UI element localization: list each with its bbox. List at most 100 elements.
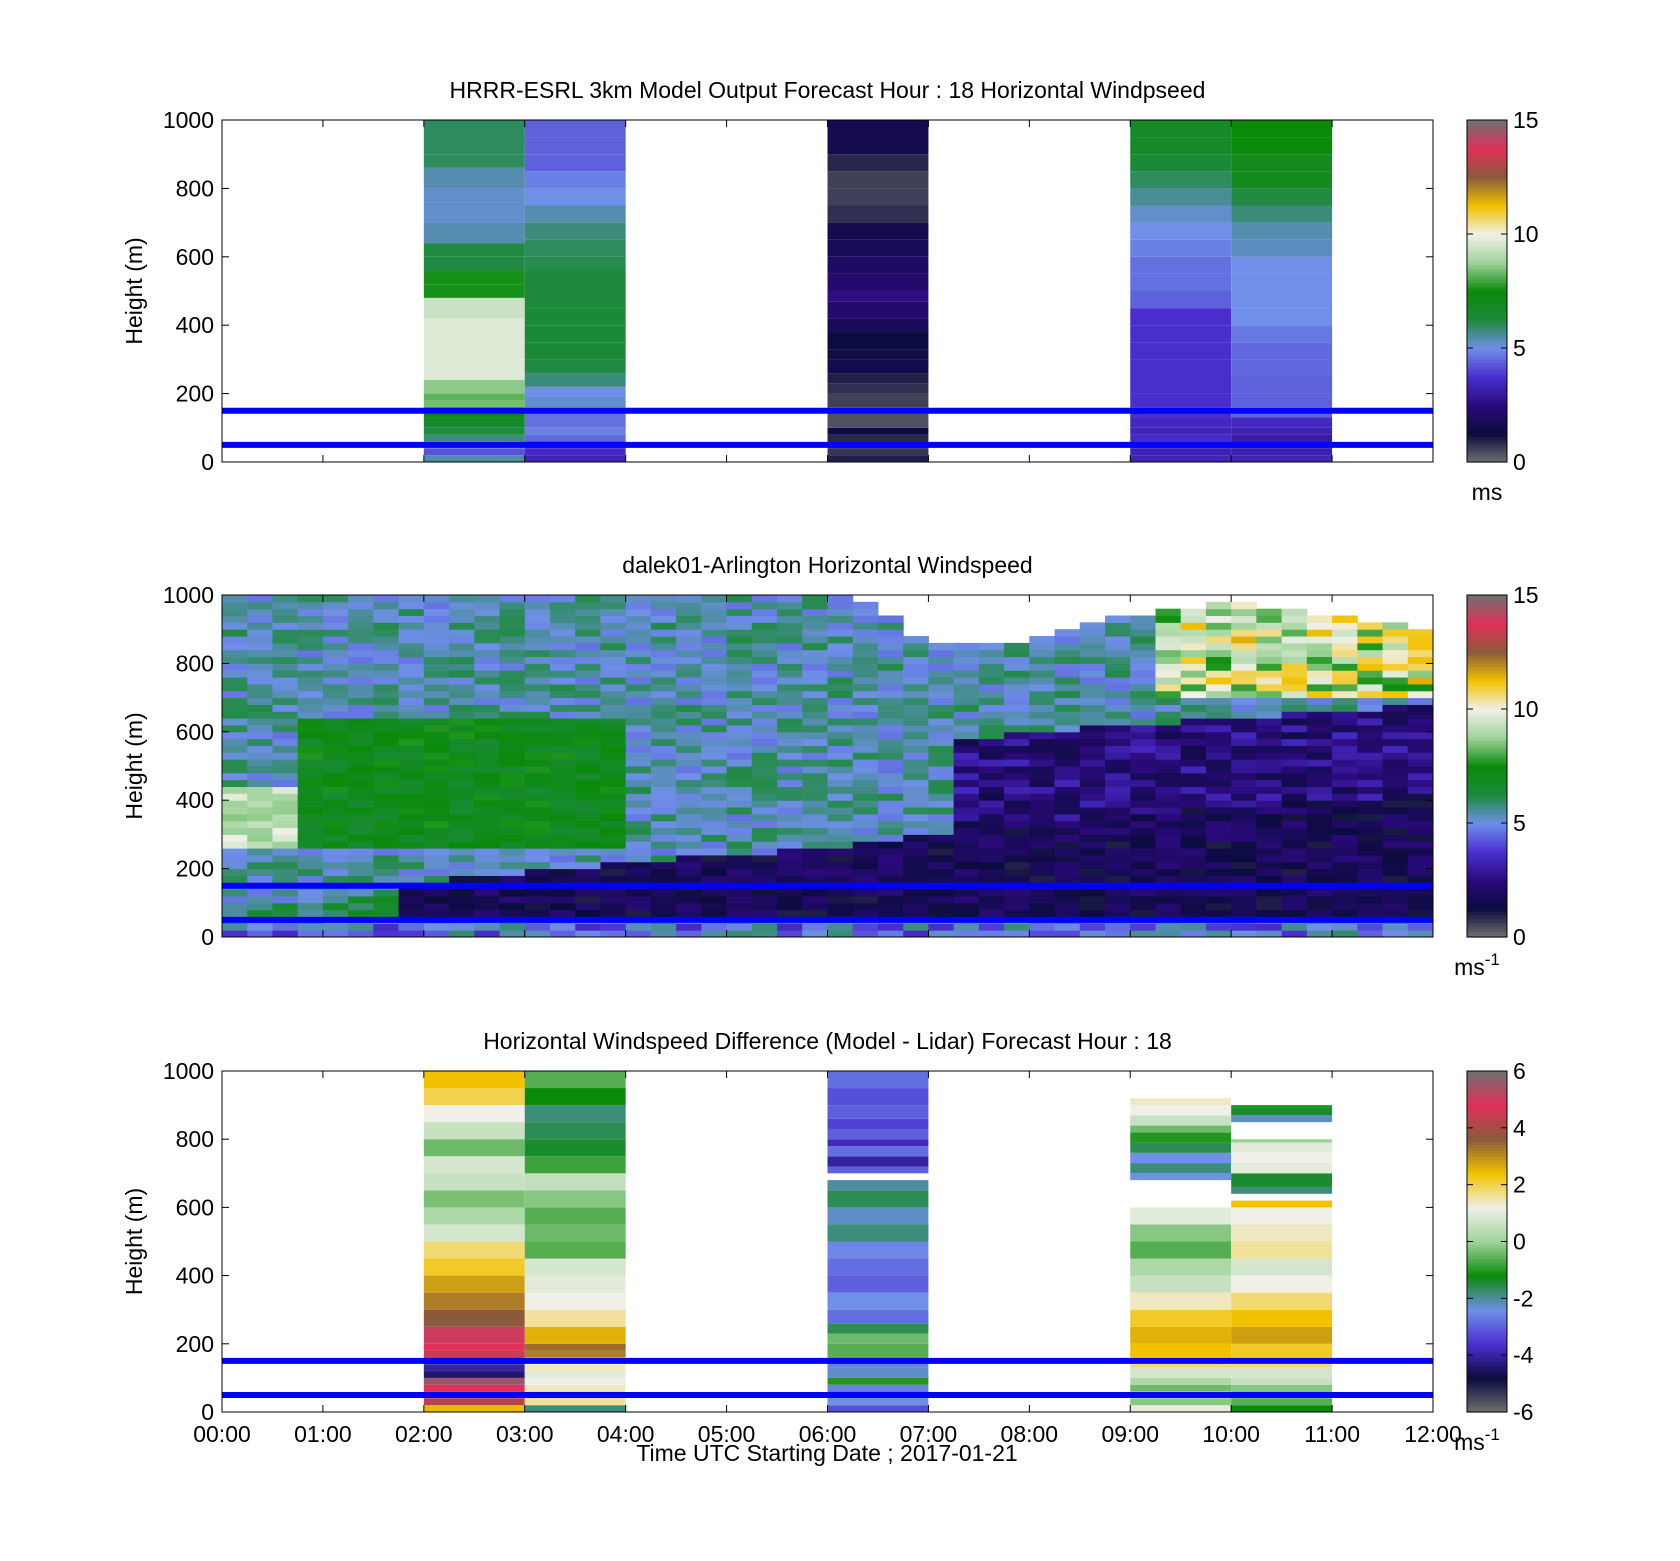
colorbar-segment xyxy=(1467,934,1507,938)
colorbar-segment xyxy=(1467,259,1507,264)
heatmap-cell xyxy=(247,861,273,870)
heatmap-cell xyxy=(751,677,778,685)
heatmap-cell xyxy=(348,663,374,671)
heatmap-cell xyxy=(322,697,349,705)
heatmap-cell xyxy=(928,786,955,794)
heatmap-cell xyxy=(676,656,702,664)
heatmap-cell xyxy=(827,427,929,435)
heatmap-cell xyxy=(1407,745,1434,753)
heatmap-cell xyxy=(852,642,879,651)
heatmap-cell xyxy=(524,188,626,206)
heatmap-cell xyxy=(524,841,551,849)
heatmap-cell xyxy=(777,738,803,746)
colorbar-segment xyxy=(1467,1323,1507,1328)
heatmap-cell xyxy=(978,656,1005,664)
heatmap-cell xyxy=(827,656,854,664)
heatmap-cell xyxy=(348,683,374,692)
heatmap-cell xyxy=(524,738,551,746)
heatmap-cell xyxy=(1306,841,1333,849)
heatmap-cell xyxy=(398,752,425,760)
heatmap-cell xyxy=(928,848,955,856)
heatmap-cell xyxy=(1054,875,1081,883)
heatmap-cell xyxy=(423,188,525,203)
colorbar-segment xyxy=(1467,1207,1507,1211)
colorbar-segment xyxy=(1467,1358,1507,1362)
heatmap-cell xyxy=(777,711,803,719)
colorbar-segment xyxy=(1467,447,1507,452)
heatmap-cell xyxy=(1332,889,1358,897)
heatmap-cell xyxy=(751,766,778,774)
heatmap-cell xyxy=(247,759,273,767)
heatmap-cell xyxy=(802,861,828,870)
heatmap-cell xyxy=(1054,731,1081,740)
heatmap-cell xyxy=(1256,622,1283,630)
heatmap-cell xyxy=(1231,820,1257,829)
heatmap-cell xyxy=(1079,649,1106,658)
heatmap-cell xyxy=(726,738,753,746)
heatmap-cell xyxy=(499,608,526,617)
x-tick-label: 05:00 xyxy=(698,1421,756,1447)
heatmap-cell xyxy=(802,786,828,794)
heatmap-cell xyxy=(398,595,425,603)
heatmap-cell xyxy=(1306,670,1333,678)
heatmap-cell xyxy=(852,854,879,863)
colorbar-segment xyxy=(1467,276,1507,281)
colorbar-segment xyxy=(1467,228,1507,232)
heatmap-cell xyxy=(524,1275,626,1293)
heatmap-cell xyxy=(1130,711,1156,719)
colorbar-segment xyxy=(1467,874,1507,878)
heatmap-cell xyxy=(1357,909,1384,917)
heatmap-cell xyxy=(247,923,273,931)
heatmap-cell xyxy=(322,766,349,774)
heatmap-cell xyxy=(423,417,525,428)
heatmap-cell xyxy=(524,239,626,257)
heatmap-cell xyxy=(1231,1343,1333,1358)
heatmap-cell xyxy=(499,895,526,904)
heatmap-cell xyxy=(877,779,904,788)
heatmap-cell xyxy=(549,752,576,760)
heatmap-cell xyxy=(1256,649,1283,658)
heatmap-cell xyxy=(1130,291,1232,309)
colorbar-segment xyxy=(1467,239,1507,244)
colorbar-segment xyxy=(1467,1409,1507,1413)
heatmap-cell xyxy=(751,683,778,692)
heatmap-cell xyxy=(827,1139,929,1147)
heatmap-cell xyxy=(398,854,425,863)
heatmap-cell xyxy=(499,704,526,712)
heatmap-cell xyxy=(1054,827,1081,835)
colorbar-segment xyxy=(1467,191,1507,195)
heatmap-cell xyxy=(1382,909,1409,917)
heatmap-cell xyxy=(827,448,929,456)
heatmap-cell xyxy=(600,793,627,801)
heatmap-cell xyxy=(726,820,753,829)
heatmap-cell xyxy=(777,601,803,610)
heatmap-cell xyxy=(1306,752,1333,760)
heatmap-cell xyxy=(1231,1326,1333,1344)
heatmap-cell xyxy=(903,868,929,876)
heatmap-cell xyxy=(1130,239,1232,257)
heatmap-cell xyxy=(1130,848,1156,856)
heatmap-cell xyxy=(1105,759,1131,767)
heatmap-cell xyxy=(751,622,778,630)
heatmap-cell xyxy=(953,827,980,835)
heatmap-cell xyxy=(1407,909,1434,917)
heatmap-cell xyxy=(322,759,349,767)
heatmap-cell xyxy=(499,793,526,801)
heatmap-cell xyxy=(398,738,425,746)
heatmap-cell xyxy=(1155,690,1182,699)
heatmap-cell xyxy=(1332,642,1358,651)
heatmap-cell xyxy=(802,766,828,774)
heatmap-cell xyxy=(499,813,526,822)
heatmap-cell xyxy=(348,711,374,719)
heatmap-cell xyxy=(877,656,904,664)
heatmap-cell xyxy=(423,1139,525,1157)
heatmap-cell xyxy=(297,875,324,883)
heatmap-cell xyxy=(398,677,425,685)
heatmap-cell xyxy=(549,642,576,651)
heatmap-cell xyxy=(751,615,778,623)
heatmap-cell xyxy=(827,772,854,781)
heatmap-cell xyxy=(1332,827,1358,835)
heatmap-cell xyxy=(1382,766,1409,774)
colorbar-unit-base: ms xyxy=(1472,479,1503,505)
heatmap-cell xyxy=(423,318,525,343)
